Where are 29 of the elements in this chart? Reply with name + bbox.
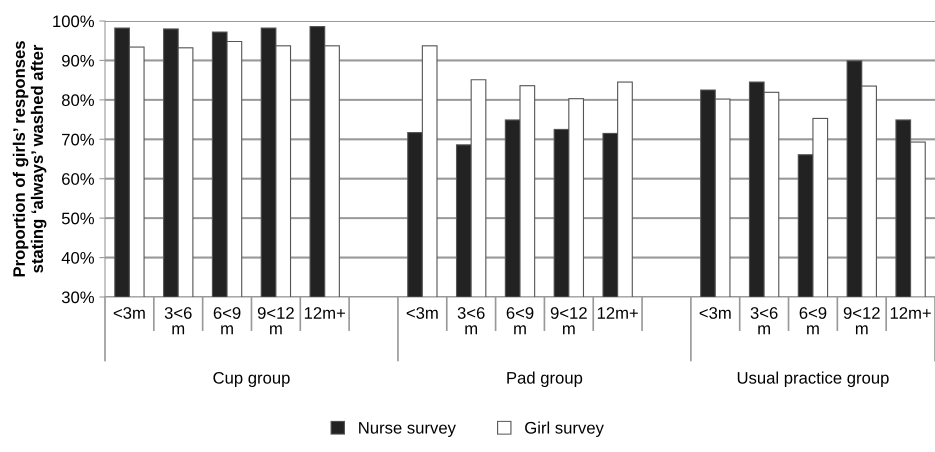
y-tick-label: 60% <box>62 173 94 185</box>
x-tick-label: 12m+ <box>598 307 638 319</box>
x-tick-label: 9<12 m <box>258 307 294 334</box>
x-tick-label: 6<9 m <box>800 307 826 334</box>
text: Pad group <box>507 372 582 388</box>
x-tick-label: <3m <box>114 307 145 319</box>
y-tick-label: 100% <box>53 15 94 28</box>
x-tick-label: 12m+ <box>890 307 931 319</box>
x-tick-label: <3m <box>406 307 438 319</box>
y-tick-label: 50% <box>62 212 94 224</box>
x-tick-label: 6<9 m <box>214 307 240 334</box>
text: Cup group <box>213 372 290 388</box>
x-tick-label: 6<9 m <box>506 307 534 334</box>
y-tick-label: 70% <box>62 134 94 146</box>
x-tick-label: 9<12 m <box>550 307 587 334</box>
x-tick-label: 12m+ <box>304 307 345 319</box>
x-tick-label: 9<12 m <box>844 307 880 334</box>
text: Usual practice group <box>738 372 889 388</box>
y-tick-label: 80% <box>62 94 94 106</box>
x-tick-label: 3<6 m <box>750 307 778 334</box>
y-axis-title: Proportion of girls’ responses stating ‘always’ washed after <box>12 41 46 276</box>
x-tick-label: <3m <box>700 307 731 319</box>
x-tick-label: 3<6 m <box>458 307 485 334</box>
legend-label: Girl survey <box>525 421 604 437</box>
legend-label: Nurse survey <box>359 422 456 437</box>
y-tick-label: 40% <box>62 252 94 264</box>
y-tick-label: 90% <box>62 54 94 67</box>
x-tick-label: 3<6 m <box>164 307 192 334</box>
y-tick-label: 30% <box>62 291 94 304</box>
